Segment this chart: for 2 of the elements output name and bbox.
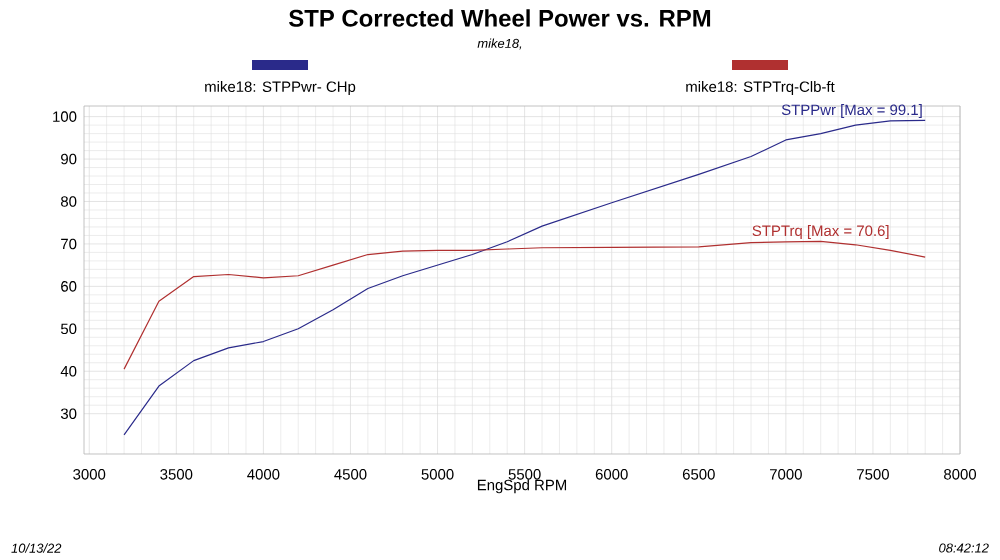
chart-title: STP Corrected Wheel Power vs. RPM — [288, 9, 711, 27]
line-series — [123, 240, 926, 370]
